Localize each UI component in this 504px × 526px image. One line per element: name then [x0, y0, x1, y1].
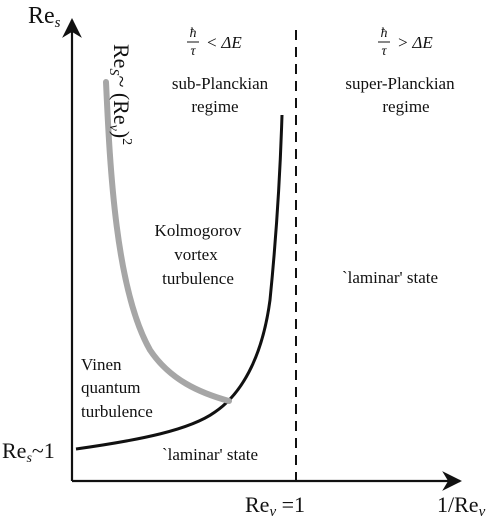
vinen-label-line2: quantum — [81, 378, 141, 397]
gray-scaling-curve — [103, 79, 232, 404]
x-axis-label: 1/Reν — [437, 492, 486, 520]
laminar-bottom-label: `laminar' state — [162, 445, 258, 464]
sub-planckian-label-line1: sub-Planckian — [172, 74, 269, 93]
sub-planckian-label-line2: regime — [191, 97, 238, 116]
kolmogorov-label-line1: Kolmogorov — [155, 221, 242, 240]
left-hbar: ħ — [190, 26, 197, 41]
super-planckian-condition: ħ τ > ΔE — [378, 26, 433, 59]
right-relation: > ΔE — [397, 33, 433, 52]
laminar-right-label: `laminar' state — [342, 268, 438, 287]
y-tick-label: Res~1 — [2, 438, 55, 466]
right-tau: τ — [381, 44, 387, 59]
x-tick-label: Reν =1 — [245, 492, 305, 520]
gray-curve-scaling-label: ReS~ (Reν)2 — [106, 44, 134, 145]
kolmogorov-label-line3: turbulence — [162, 269, 234, 288]
left-tau: τ — [190, 44, 196, 59]
vinen-label-line3: turbulence — [81, 402, 153, 421]
sub-planckian-condition: ħ τ < ΔE — [187, 26, 242, 59]
right-hbar: ħ — [381, 26, 388, 41]
super-planckian-label-line1: super-Planckian — [345, 74, 455, 93]
kolmogorov-label-line2: vortex — [174, 245, 218, 264]
black-transition-curve — [75, 114, 284, 451]
vinen-label-line1: Vinen — [81, 355, 122, 374]
y-axis-label: Res — [28, 3, 61, 31]
left-relation: < ΔE — [206, 33, 242, 52]
super-planckian-label-line2: regime — [382, 97, 429, 116]
